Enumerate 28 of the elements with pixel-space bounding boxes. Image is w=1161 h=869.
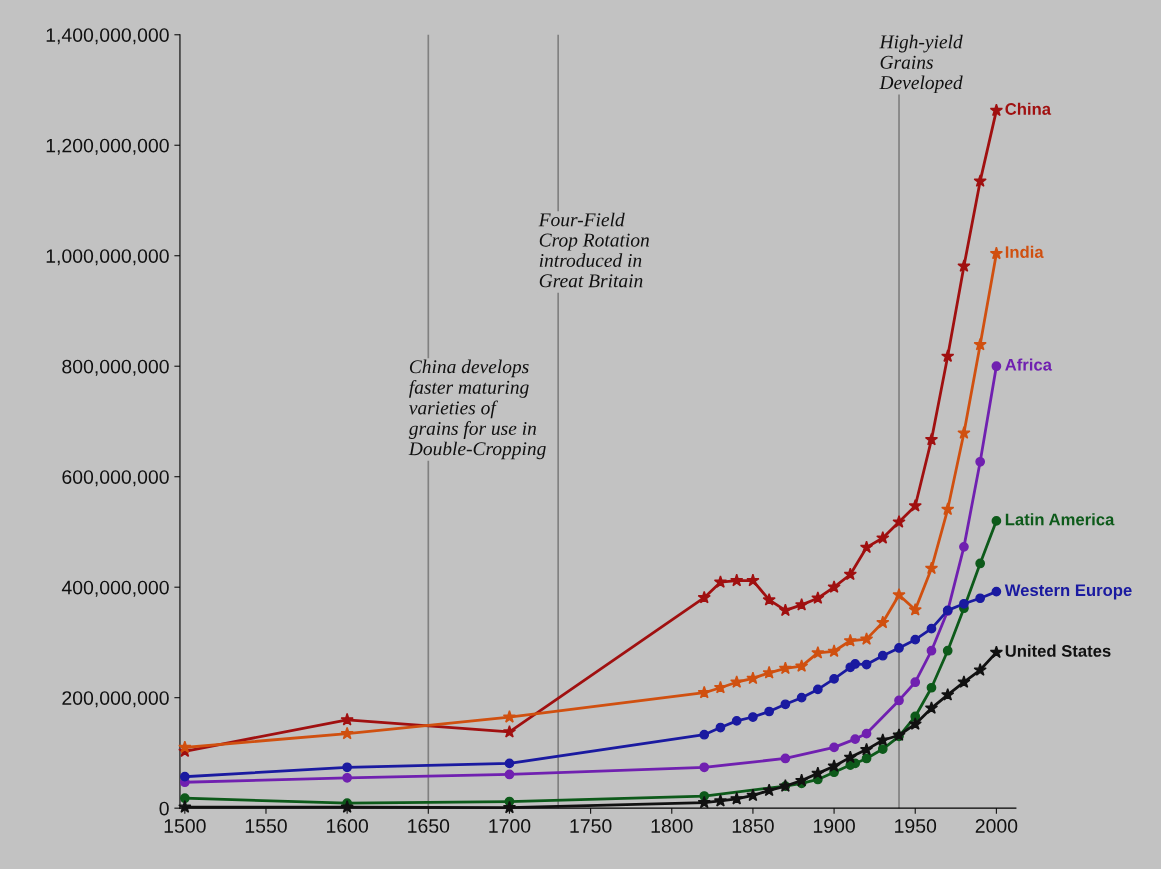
x-tick-label: 2000 [975,819,1018,833]
series-label: Latin America [1005,513,1115,526]
x-tick-label: 1750 [570,819,612,833]
y-tick-label: 400,000,000 [61,580,169,597]
ref-line-label: Four-Field Crop Rotation introduced in Great Britain [538,212,649,288]
series-label: India [1005,245,1044,258]
x-tick-label: 1600 [327,819,369,833]
series-label: United States [1005,644,1111,657]
y-tick-label: 1,400,000,000 [46,28,169,45]
ref-line-label: High-yield Grains Developed [879,34,963,94]
x-tick-label: 1800 [651,819,693,833]
series-label: China [1005,102,1052,115]
y-tick-label: 1,000,000,000 [46,249,169,266]
x-tick-label: 1650 [408,819,450,833]
x-tick-label: 1550 [245,819,287,833]
x-tick-label: 1950 [895,819,937,833]
x-tick-label: 1500 [164,819,206,833]
y-tick-label: 600,000,000 [62,470,169,487]
x-tick-label: 1900 [813,819,855,833]
y-tick-label: 800,000,000 [62,359,169,376]
series-label: Africa [1005,358,1053,371]
x-tick-label: 1700 [489,819,531,833]
y-tick-label: 1,200,000,000 [46,138,169,155]
y-tick-label: 0 [159,801,169,816]
series-label: Western Europe [1004,584,1132,600]
x-tick-label: 1850 [732,819,774,833]
ref-line-label: China develops faster maturing varieties of grains for use in Double-Cropping [408,359,546,460]
y-tick-label: 200,000,000 [62,691,169,708]
